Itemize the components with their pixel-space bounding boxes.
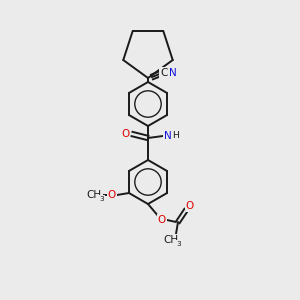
Text: O: O [186, 201, 194, 211]
Text: O: O [108, 190, 116, 200]
Text: N: N [164, 131, 172, 141]
Text: O: O [158, 215, 166, 225]
Text: O: O [121, 129, 129, 139]
Text: H: H [172, 131, 179, 140]
Text: N: N [169, 68, 177, 78]
Text: C: C [160, 68, 168, 78]
Text: 3: 3 [177, 241, 181, 247]
Text: CH: CH [164, 235, 178, 245]
Text: 3: 3 [100, 196, 104, 202]
Text: CH: CH [86, 190, 101, 200]
